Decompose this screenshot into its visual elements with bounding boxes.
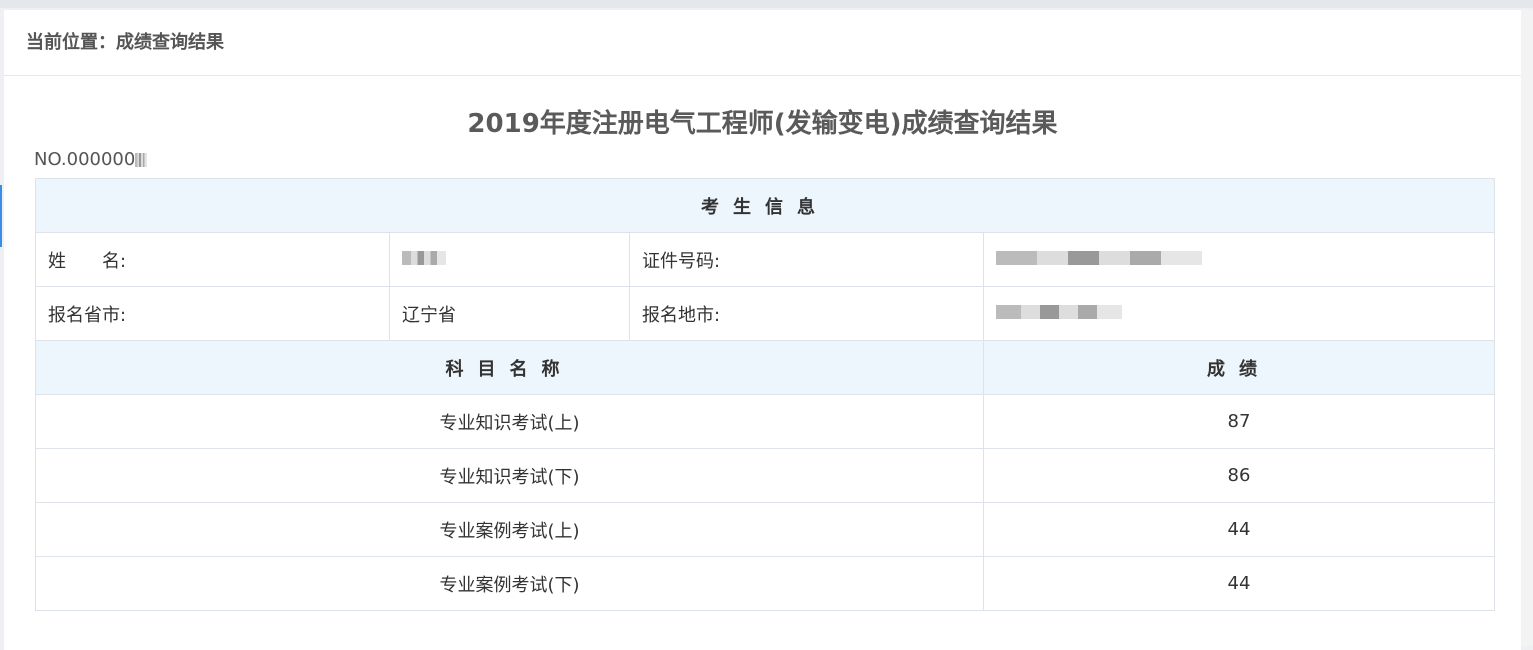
page-title: 2019年度注册电气工程师(发输变电)成绩查询结果: [467, 109, 1058, 139]
redacted-id: [996, 251, 1202, 265]
serial-number: NO.000000: [34, 149, 148, 170]
scrollbar[interactable]: [1521, 10, 1533, 646]
result-panel: 当前位置：成绩查询结果 2019年度注册电气工程师(发输变电)成绩查询结果 NO…: [4, 10, 1521, 650]
table-row: 专业案例考试(下) 44: [35, 556, 1495, 611]
subject-cell: 专业案例考试(上): [35, 502, 984, 557]
name-value: [389, 232, 630, 287]
score-cell: 44: [983, 502, 1495, 557]
score-table: 考生信息 姓 名: 证件号码: 报名省市: 辽宁省 报名地市: 科目名称 成绩 …: [35, 178, 1495, 611]
score-cell: 87: [983, 394, 1495, 449]
province-value: 辽宁省: [389, 286, 630, 341]
province-label: 报名省市:: [35, 286, 390, 341]
redacted-name: [402, 251, 446, 265]
score-cell: 44: [983, 556, 1495, 611]
breadcrumb: 当前位置：成绩查询结果: [4, 10, 1521, 76]
score-header: 成绩: [983, 340, 1495, 395]
table-row: 专业知识考试(上) 87: [35, 394, 1495, 449]
subject-cell: 专业知识考试(下): [35, 448, 984, 503]
subject-cell: 专业案例考试(下): [35, 556, 984, 611]
subject-header: 科目名称: [35, 340, 984, 395]
city-value: [983, 286, 1495, 341]
side-indicator: [0, 185, 2, 247]
redacted-city: [996, 305, 1122, 319]
table-row: 专业知识考试(下) 86: [35, 448, 1495, 503]
redacted-serial: [135, 152, 148, 167]
serial-number-text: NO.000000: [34, 149, 136, 170]
score-cell: 86: [983, 448, 1495, 503]
city-label: 报名地市:: [629, 286, 984, 341]
name-label: 姓 名:: [35, 232, 390, 287]
id-label: 证件号码:: [629, 232, 984, 287]
top-bar: [0, 0, 1533, 8]
subject-cell: 专业知识考试(上): [35, 394, 984, 449]
table-row: 专业案例考试(上) 44: [35, 502, 1495, 557]
section-header: 考生信息: [35, 178, 1495, 233]
id-value: [983, 232, 1495, 287]
